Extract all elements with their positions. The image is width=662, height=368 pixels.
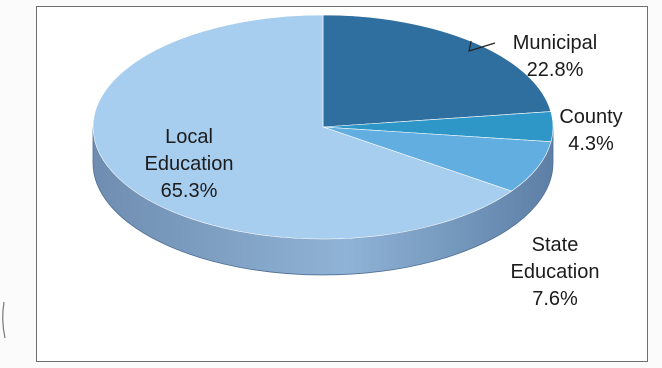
scan-edge-mark — [2, 301, 6, 339]
chart-area: Municipal 22.8% County 4.3% State Education 7.… — [36, 6, 648, 362]
pie-slice-state-education — [322, 126, 552, 192]
leader-lines — [468, 40, 496, 52]
pie-chart: Municipal 22.8% County 4.3% State Education 7.… — [92, 14, 623, 310]
data-label-state-education: State Education 7.6% — [511, 234, 600, 310]
data-label-county: County 4.3% — [559, 106, 622, 155]
pie-slices — [92, 14, 554, 240]
leader-line-municipal — [468, 40, 496, 52]
pie-slice-local-education — [92, 14, 513, 240]
data-labels: Municipal 22.8% County 4.3% State Education 7.… — [145, 32, 623, 310]
data-label-local-education: Local Education 65.3% — [145, 126, 234, 202]
data-label-municipal: Municipal 22.8% — [513, 32, 597, 81]
pie-slice-municipal — [322, 14, 552, 128]
